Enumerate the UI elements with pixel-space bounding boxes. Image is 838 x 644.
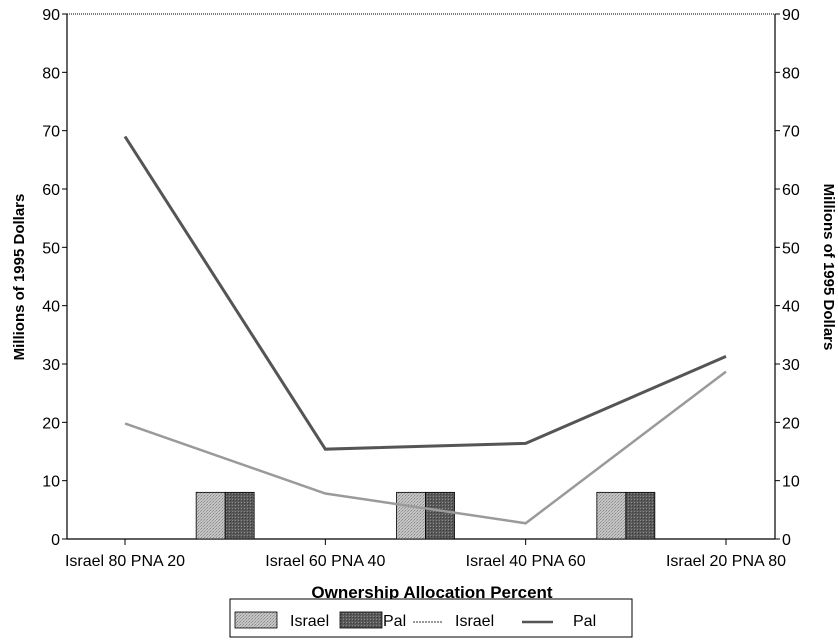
legend-label-bar-israel: Israel: [290, 613, 329, 630]
y-tick-label-right: 0: [782, 532, 791, 549]
y-tick-label-left: 10: [42, 474, 60, 491]
x-axis-title: Ownership Allocation Percent: [311, 583, 553, 602]
y-tick-label-right: 70: [782, 124, 800, 141]
y-tick-label-left: 30: [42, 357, 60, 374]
y-tick-label-right: 80: [782, 65, 800, 82]
bar-israel: [596, 491, 627, 540]
y-axis-title-right: Millions of 1995 Dollars: [820, 184, 837, 351]
y-ticks-left: 0 10 20 30 40 50 60 70 80 90: [42, 7, 67, 549]
x-tick-label: Israel 60 PNA 40: [265, 553, 385, 570]
y-tick-label-left: 40: [42, 299, 60, 316]
legend-label-line-pal: Pal: [573, 613, 596, 630]
line-israel: [124, 370, 727, 525]
y-tick-label-left: 20: [42, 415, 60, 432]
y-axis-title-left: Millions of 1995 Dollars: [11, 194, 28, 361]
bar-pal: [425, 491, 455, 540]
y-tick-label-right: 20: [782, 415, 800, 432]
plot-frame: [66, 13, 776, 540]
legend: Israel Pal Israel Pal: [229, 598, 633, 638]
legend-box: [229, 598, 633, 638]
y-tick-label-left: 50: [42, 240, 60, 257]
y-tick-label-right: 30: [782, 357, 800, 374]
y-tick-label-left: 90: [42, 7, 60, 24]
y-tick-label-left: 80: [42, 65, 60, 82]
y-tick-label-right: 60: [782, 182, 800, 199]
y-tick-label-left: 0: [51, 532, 60, 549]
y-tick-label-left: 70: [42, 124, 60, 141]
bar-israel: [396, 491, 426, 540]
bar-pal: [224, 491, 255, 540]
legend-label-bar-pal: Pal: [383, 613, 406, 630]
legend-label-line-israel: Israel: [455, 613, 494, 630]
x-tick-label: Israel 40 PNA 60: [466, 553, 586, 570]
y-tick-label-right: 90: [782, 7, 800, 24]
legend-swatch-bar-israel: [234, 611, 278, 629]
legend-swatch-bar-pal: [339, 611, 383, 629]
x-ticks: Israel 80 PNA 20 Israel 60 PNA 40 Israel 4…: [65, 539, 786, 570]
lines: [123, 135, 727, 525]
y-tick-label-right: 10: [782, 474, 800, 491]
y-tick-label-right: 50: [782, 240, 800, 257]
bars: [195, 491, 656, 540]
y-ticks-right: 0 10 20 30 40 50 60 70 80 90: [775, 7, 800, 549]
bar-pal: [625, 491, 656, 540]
y-tick-label-right: 40: [782, 299, 800, 316]
y-tick-label-left: 60: [42, 182, 60, 199]
line-pal: [123, 135, 727, 451]
x-tick-label: Israel 80 PNA 20: [65, 553, 185, 570]
bar-israel: [195, 491, 226, 540]
x-tick-label: Israel 20 PNA 80: [666, 553, 786, 570]
